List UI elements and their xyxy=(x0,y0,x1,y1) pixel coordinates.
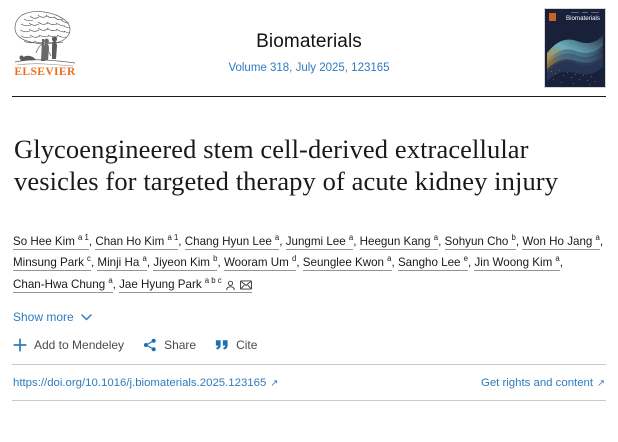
journal-info: Biomaterials Volume 318, July 2025, 1231… xyxy=(0,30,618,75)
author-1[interactable]: So Hee Kim a 1 xyxy=(13,232,89,250)
show-more-label: Show more xyxy=(13,310,74,324)
chevron-down-icon xyxy=(80,310,92,324)
article-title: Glycoengineered stem cell-derived extrac… xyxy=(14,133,559,196)
elsevier-logo[interactable]: ELSEVIER xyxy=(12,9,78,77)
author-14[interactable]: Jin Woong Kim a xyxy=(474,254,560,271)
author-separator: , xyxy=(353,234,360,248)
header-divider xyxy=(12,96,606,97)
doi-label: https://doi.org/10.1016/j.biomaterials.2… xyxy=(13,376,267,389)
author-name: Jae Hyung Park xyxy=(119,277,202,291)
author-name: Minsung Park xyxy=(13,256,84,269)
author-name: Jin Woong Kim xyxy=(474,256,553,269)
author-separator: , xyxy=(296,256,303,269)
doi-link[interactable]: https://doi.org/10.1016/j.biomaterials.2… xyxy=(13,377,278,389)
author-4[interactable]: Jungmi Lee a xyxy=(285,232,354,250)
author-affiliation-marker[interactable]: a xyxy=(272,232,280,242)
author-2[interactable]: Chan Ho Kim a 1 xyxy=(95,232,179,250)
author-6[interactable]: Sohyun Cho b xyxy=(444,232,516,250)
author-7[interactable]: Won Ho Jang a xyxy=(522,232,600,250)
author-affiliation-marker[interactable]: c xyxy=(84,254,91,264)
article-actions-bar: Add to Mendeley Share Cite xyxy=(0,324,618,352)
author-affiliation-marker[interactable]: a xyxy=(431,232,439,242)
author-separator: , xyxy=(146,256,154,269)
author-affiliation-marker[interactable]: a xyxy=(140,254,147,264)
author-list: So Hee Kim a 1, Chan Ho Kim a 1, Chang H… xyxy=(0,215,618,297)
author-3[interactable]: Chang Hyun Lee a xyxy=(184,232,280,250)
author-11[interactable]: Wooram Um d xyxy=(223,254,297,271)
author-name: Sangho Lee xyxy=(397,256,461,269)
external-link-icon: ↗ xyxy=(597,377,605,389)
author-affiliation-marker[interactable]: a xyxy=(593,232,600,242)
author-name: Won Ho Jang xyxy=(522,234,593,248)
author-name: Wooram Um xyxy=(223,256,289,269)
author-separator: , xyxy=(178,234,185,248)
show-more-toggle[interactable]: Show more xyxy=(0,296,105,324)
share-nodes-icon xyxy=(143,338,157,352)
journal-issue-link[interactable]: Volume 318, July 2025, 123165 xyxy=(228,62,390,74)
author-name: Seunglee Kwon xyxy=(302,256,384,269)
author-name: Jiyeon Kim xyxy=(153,256,210,269)
author-affiliation-marker[interactable]: b xyxy=(509,232,516,242)
author-affiliation-marker[interactable]: a xyxy=(106,275,113,285)
cover-title: Biomaterials xyxy=(566,15,600,22)
author-affiliation-marker[interactable]: d xyxy=(289,254,297,264)
author-name: Chan Ho Kim xyxy=(95,234,165,248)
author-separator: , xyxy=(391,256,398,269)
elsevier-wordmark: ELSEVIER xyxy=(14,66,76,77)
author-9[interactable]: Minji Ha a xyxy=(97,254,147,271)
author-affiliation-marker[interactable]: a 1 xyxy=(165,232,179,242)
cite-label: Cite xyxy=(236,338,258,352)
footer-links: https://doi.org/10.1016/j.biomaterials.2… xyxy=(0,365,618,400)
author-separator: , xyxy=(599,234,604,248)
author-affiliation-marker[interactable]: a 1 xyxy=(75,232,89,242)
author-affiliation-marker[interactable]: a xyxy=(384,254,392,264)
author-name: Chang Hyun Lee xyxy=(184,234,272,248)
footer-top-divider xyxy=(12,364,606,365)
author-separator: , xyxy=(279,234,286,248)
author-12[interactable]: Seunglee Kwon a xyxy=(302,254,392,271)
author-separator: , xyxy=(468,256,475,269)
external-link-icon: ↗ xyxy=(270,377,279,389)
add-to-mendeley-button[interactable]: Add to Mendeley xyxy=(13,338,124,352)
person-icon[interactable] xyxy=(225,279,236,292)
share-button[interactable]: Share xyxy=(143,338,196,352)
add-to-mendeley-label: Add to Mendeley xyxy=(34,338,125,352)
plus-icon xyxy=(13,338,27,352)
author-separator: , xyxy=(88,234,96,248)
share-label: Share xyxy=(164,338,197,352)
author-13[interactable]: Sangho Lee e xyxy=(397,254,469,271)
author-8[interactable]: Minsung Park c xyxy=(13,254,91,271)
author-separator: , xyxy=(217,256,224,269)
author-10[interactable]: Jiyeon Kim b xyxy=(153,254,218,271)
author-separator: , xyxy=(559,256,563,269)
footer-bottom-divider xyxy=(12,400,606,401)
author-name: Chan-Hwa Chung xyxy=(13,277,106,291)
get-rights-label: Get rights and content xyxy=(480,376,594,389)
author-affiliation-marker[interactable]: b xyxy=(210,254,218,264)
cite-button[interactable]: Cite xyxy=(215,338,257,352)
journal-cover-image[interactable]: Biomaterials xyxy=(544,8,606,88)
author-separator: , xyxy=(90,256,98,269)
page-header: ELSEVIER Biomaterials Volume 318, July 2… xyxy=(0,0,618,96)
author-name: Heegun Kang xyxy=(359,234,431,248)
envelope-icon[interactable] xyxy=(236,279,252,292)
journal-title: Biomaterials xyxy=(256,31,362,52)
corresponding-author-icons xyxy=(225,275,252,297)
author-affiliation-marker[interactable]: e xyxy=(461,254,469,264)
author-15[interactable]: Chan-Hwa Chung a xyxy=(13,275,113,293)
author-name: Minji Ha xyxy=(97,256,140,269)
quote-icon xyxy=(215,339,229,351)
author-name: So Hee Kim xyxy=(13,234,75,248)
author-separator: , xyxy=(515,234,523,248)
author-name: Jungmi Lee xyxy=(285,234,346,248)
author-5[interactable]: Heegun Kang a xyxy=(359,232,439,250)
author-affiliation-marker[interactable]: a xyxy=(553,254,560,264)
author-separator: , xyxy=(112,277,120,291)
get-rights-and-content-link[interactable]: Get rights and content ↗ xyxy=(481,377,605,389)
author-affiliation-marker[interactable]: a b c xyxy=(202,275,222,285)
author-affiliation-marker[interactable]: a xyxy=(346,232,354,242)
author-separator: , xyxy=(438,234,445,248)
author-name: Sohyun Cho xyxy=(444,234,509,248)
author-16[interactable]: Jae Hyung Park a b c xyxy=(119,275,252,293)
